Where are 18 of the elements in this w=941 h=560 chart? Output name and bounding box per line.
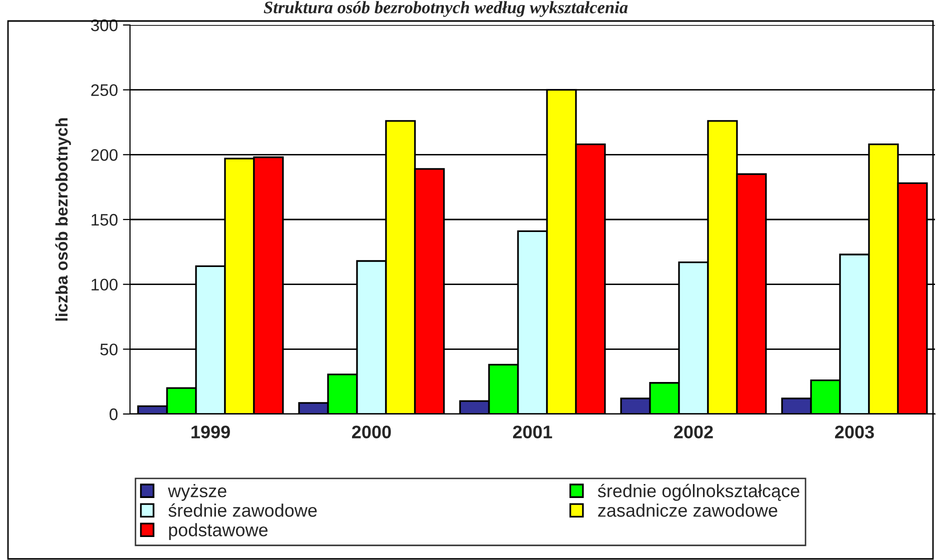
x-tick-label: 2000 (352, 426, 391, 438)
y-tick-label: 100 (92, 278, 118, 291)
legend-label: zasadnicze zawodowe (598, 504, 778, 517)
legend-label: wyższe (168, 484, 226, 501)
x-tick-label: 2003 (835, 426, 874, 438)
legend-label: podstawowe (169, 523, 268, 540)
x-tick-label: 2002 (674, 426, 713, 438)
y-tick-label: 150 (92, 214, 118, 226)
y-tick-label: 250 (91, 84, 118, 96)
y-axis-title: liczba osób bezrobotnych (55, 118, 71, 321)
y-tick-label: 200 (91, 149, 118, 161)
x-tick-label: 1999 (192, 426, 230, 438)
x-tick-label: 2001 (513, 426, 552, 438)
y-tick-label: 0 (110, 408, 118, 420)
legend-label: średnie ogólnokształcące (598, 484, 800, 501)
legend-label: średnie zawodowe (168, 503, 317, 517)
chart-title: Struktura osób bezrobotnych według wykształcenia (264, 1, 628, 17)
y-tick-label: 50 (100, 344, 118, 356)
